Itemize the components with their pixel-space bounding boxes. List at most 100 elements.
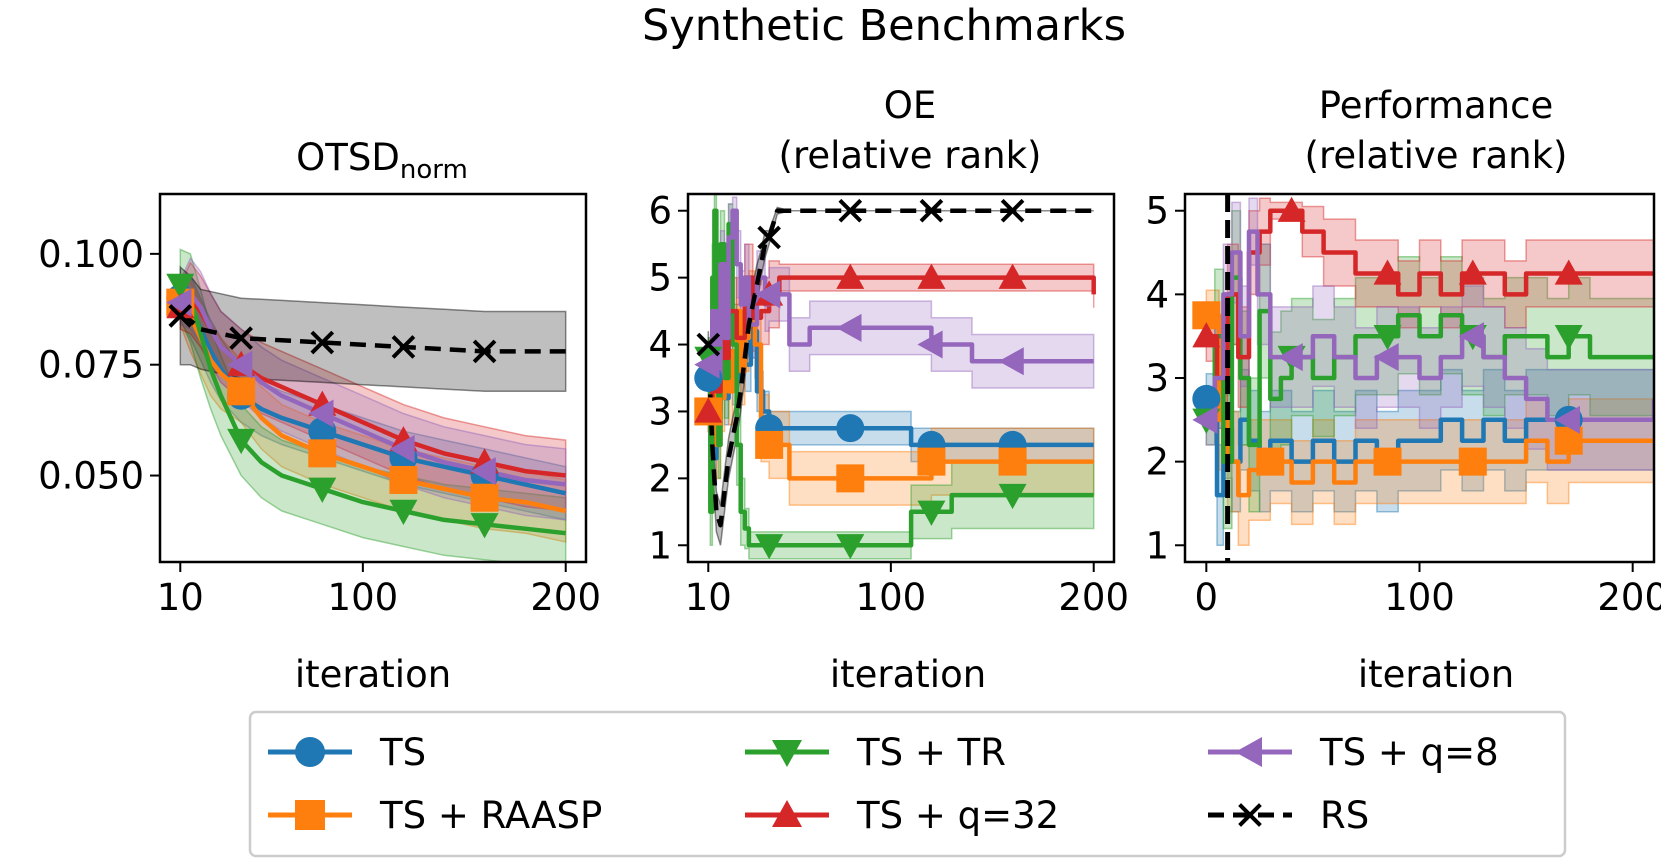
marker-ts-tr bbox=[917, 500, 946, 526]
legend-label: TS + q=32 bbox=[856, 794, 1059, 837]
y-tick-label: 2 bbox=[1145, 441, 1169, 484]
marker-ts-q-32 bbox=[1554, 259, 1583, 285]
marker-ts bbox=[836, 414, 865, 443]
x-axis-label-oe: iteration bbox=[830, 653, 986, 696]
marker-ts-raasp bbox=[1458, 447, 1487, 476]
marker-ts-q-8 bbox=[917, 330, 943, 359]
legend-item-ts: TS bbox=[268, 731, 426, 774]
legend-marker-ts bbox=[295, 737, 325, 767]
x-tick-label: 10 bbox=[157, 576, 204, 619]
marker-ts-raasp bbox=[998, 447, 1027, 476]
series-line-rs bbox=[706, 208, 1094, 528]
marker-rs bbox=[696, 332, 721, 357]
marker-ts-q-32 bbox=[1373, 259, 1402, 285]
series-line-ts-q-8 bbox=[178, 291, 566, 487]
y-tick-label: 0.075 bbox=[38, 344, 144, 387]
marker-ts-q-8 bbox=[389, 434, 415, 463]
marker-rs bbox=[757, 225, 781, 250]
panel-subtitle-oe: (relative rank) bbox=[779, 134, 1042, 177]
marker-ts-q-8 bbox=[470, 457, 496, 486]
panel-performance: Performance (relative rank) 0 100 200 1 2 3 4 5… bbox=[1145, 84, 1661, 696]
legend-marker-ts-q-32 bbox=[772, 800, 802, 827]
series-line-ts-q-8 bbox=[1206, 229, 1654, 423]
legend-box bbox=[248, 710, 1567, 858]
axes-frame-oe bbox=[686, 192, 1116, 564]
y-tick-label: 1 bbox=[1145, 524, 1169, 567]
x-tick-label: 200 bbox=[1597, 576, 1661, 619]
marker-ts-raasp bbox=[836, 464, 865, 493]
x-tick-label: 200 bbox=[1058, 576, 1129, 619]
marker-ts-tr bbox=[470, 513, 499, 539]
legend: TS TS + RAASP TS + TR TS + q=32 TS + q=8 RS bbox=[248, 710, 1567, 858]
y-tick-label: 6 bbox=[648, 190, 672, 233]
series-line-ts-tr bbox=[178, 283, 566, 536]
marker-ts bbox=[1192, 384, 1221, 413]
panel-title-otsd: OTSDnorm bbox=[296, 136, 468, 185]
legend-marker-ts-raasp bbox=[295, 800, 325, 830]
marker-ts-q-32 bbox=[1458, 259, 1487, 285]
y-tick-label: 3 bbox=[1145, 357, 1169, 400]
band-rs bbox=[707, 206, 1094, 546]
legend-item-ts-tr: TS + TR bbox=[745, 731, 1006, 774]
marker-rs bbox=[229, 326, 253, 350]
x-tick-label: 10 bbox=[685, 576, 732, 619]
x-tick-label: 100 bbox=[856, 576, 927, 619]
marker-rs bbox=[472, 339, 497, 364]
marker-ts-raasp bbox=[308, 439, 337, 468]
marker-ts-tr bbox=[308, 477, 337, 503]
marker-ts-q-8 bbox=[1277, 343, 1303, 372]
figure-title: Synthetic Benchmarks bbox=[642, 1, 1126, 51]
y-tick-label: 5 bbox=[1145, 190, 1169, 233]
marker-ts-q-8 bbox=[998, 347, 1024, 376]
marker-ts-q-8 bbox=[1192, 405, 1218, 434]
marker-ts-q-8 bbox=[836, 313, 862, 342]
marker-rs bbox=[310, 330, 335, 355]
y-tick-label: 1 bbox=[648, 524, 672, 567]
x-axis-label-performance: iteration bbox=[1358, 653, 1514, 696]
band-ts-tr bbox=[707, 194, 1095, 560]
marker-ts-raasp bbox=[227, 377, 256, 406]
legend-label: TS bbox=[379, 731, 426, 774]
marker-ts-tr bbox=[836, 534, 865, 560]
marker-ts-q-8 bbox=[1458, 322, 1484, 351]
x-tick-label: 200 bbox=[530, 576, 601, 619]
legend-label: TS + RAASP bbox=[379, 794, 602, 837]
band-ts-q-8 bbox=[179, 256, 567, 521]
axes-frame-otsd bbox=[158, 192, 588, 564]
y-tick-label: 4 bbox=[648, 324, 672, 367]
marker-ts-q-32 bbox=[1277, 196, 1306, 222]
marker-rs bbox=[919, 198, 944, 223]
marker-ts-q-8 bbox=[227, 350, 253, 379]
panel-title-performance: Performance bbox=[1319, 84, 1553, 127]
marker-ts-raasp bbox=[917, 447, 946, 476]
y-tick-label: 4 bbox=[1145, 273, 1169, 316]
marker-ts-q-8 bbox=[1373, 343, 1399, 372]
marker-ts-q-32 bbox=[998, 263, 1027, 289]
marker-rs bbox=[391, 335, 416, 359]
y-tick-label: 5 bbox=[648, 257, 672, 300]
legend-marker-ts-tr bbox=[772, 740, 802, 767]
x-axis-label-otsd: iteration bbox=[295, 653, 451, 696]
marker-ts-q-32 bbox=[836, 263, 865, 289]
x-tick-label: 100 bbox=[1384, 576, 1455, 619]
marker-ts-raasp bbox=[470, 483, 499, 512]
marker-ts-tr bbox=[227, 428, 256, 455]
marker-ts-tr bbox=[1373, 324, 1402, 351]
marker-ts-raasp bbox=[755, 430, 784, 459]
marker-ts-tr bbox=[998, 483, 1027, 510]
y-tick-label: 3 bbox=[648, 390, 672, 433]
axes-frame-performance bbox=[1183, 192, 1656, 564]
marker-ts-tr bbox=[1554, 324, 1583, 351]
marker-ts-raasp bbox=[1373, 447, 1402, 476]
band-ts-q-32 bbox=[1205, 197, 1654, 429]
marker-rs bbox=[168, 304, 193, 328]
series-line-ts-q-8 bbox=[708, 208, 1094, 381]
marker-ts-q-32 bbox=[917, 263, 946, 289]
legend-item-ts-q-32: TS + q=32 bbox=[745, 794, 1059, 837]
legend-label: TS + q=8 bbox=[1319, 731, 1499, 774]
x-tick-label: 0 bbox=[1195, 576, 1219, 619]
series-line-ts-q-32 bbox=[1206, 208, 1654, 381]
legend-label: TS + TR bbox=[856, 731, 1006, 774]
series-line-ts-raasp bbox=[1206, 313, 1654, 498]
legend-item-ts-q-8: TS + q=8 bbox=[1208, 731, 1499, 774]
